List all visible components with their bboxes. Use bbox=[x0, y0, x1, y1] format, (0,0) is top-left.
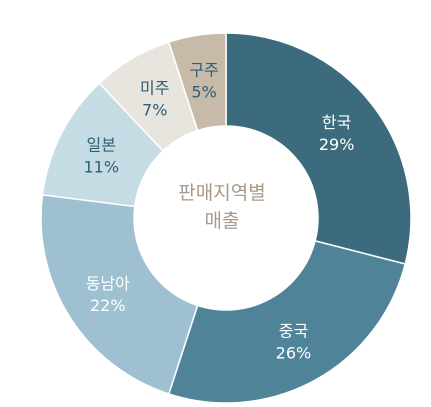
center-title-line-1: 판매지역별 bbox=[178, 182, 265, 204]
slice-value-0: 29% bbox=[319, 135, 355, 154]
slice-value-1: 26% bbox=[276, 344, 312, 363]
center-title: 판매지역별 매출 bbox=[178, 182, 265, 232]
slice-label-1: 중국 bbox=[279, 322, 308, 341]
donut-slices bbox=[40, 32, 412, 404]
slice-2 bbox=[40, 193, 199, 395]
slice-value-4: 7% bbox=[142, 100, 167, 119]
slice-labels: 한국 29% 중국 26% 동남아 22% 일본 11% 미주 7% 구주 5% bbox=[83, 61, 354, 363]
slice-label-2: 동남아 bbox=[86, 274, 130, 293]
slice-value-3: 11% bbox=[83, 157, 119, 176]
slice-label-3: 일본 bbox=[87, 135, 116, 154]
slice-5 bbox=[167, 32, 227, 132]
slice-value-2: 22% bbox=[90, 296, 126, 315]
slice-label-4: 미주 bbox=[140, 78, 169, 97]
slice-1 bbox=[167, 239, 407, 404]
slice-value-5: 5% bbox=[191, 83, 216, 102]
slice-label-5: 구주 bbox=[189, 61, 218, 80]
center-title-line-2: 매출 bbox=[205, 210, 240, 232]
slice-0 bbox=[225, 32, 412, 265]
slice-label-0: 한국 bbox=[322, 113, 351, 132]
